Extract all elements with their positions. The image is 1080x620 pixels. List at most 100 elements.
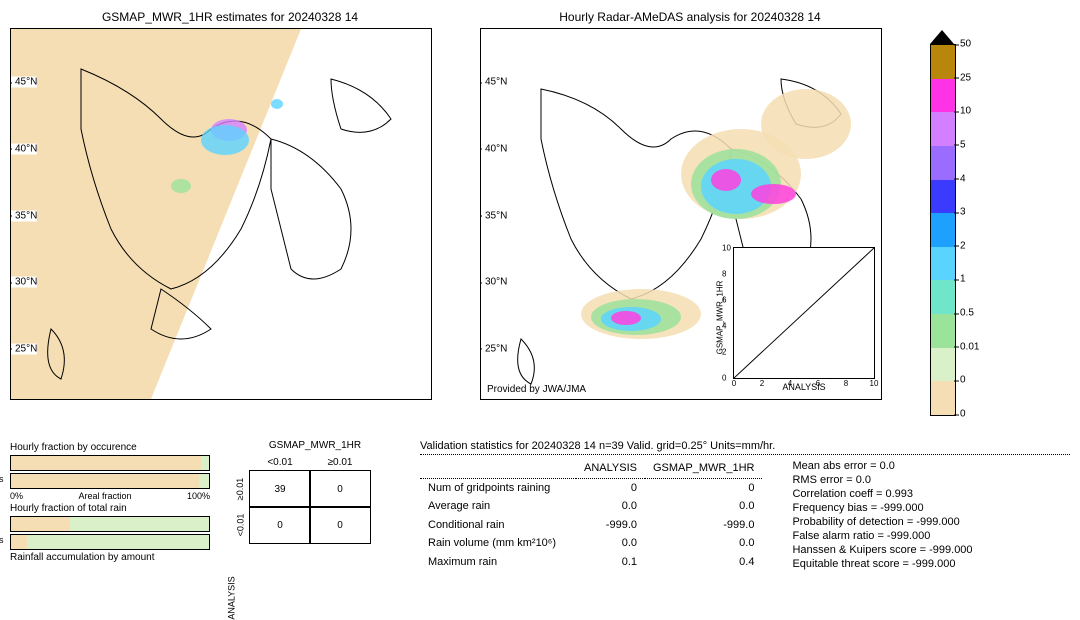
stats-metrics: Mean abs error = 0.0RMS error = 0.0Corre… — [792, 459, 972, 571]
rain-blob — [711, 169, 741, 191]
colorbar-tick: 2 — [960, 240, 966, 251]
hbar-title-3: Rainfall accumulation by amount — [10, 552, 210, 563]
stats-row-label: Conditional rain — [420, 516, 576, 534]
hbar: Est — [10, 516, 210, 532]
hbar-axis-100: 100% — [187, 491, 210, 501]
hbar: Est — [10, 455, 210, 471]
hbars-panel: Hourly fraction by occurence Est Obs 0% A… — [10, 440, 210, 565]
inset-tick: 2 — [722, 348, 726, 357]
ctg-cell: 39 — [249, 470, 311, 508]
rain-blob — [271, 99, 283, 109]
stats-cell: 0.4 — [645, 553, 762, 572]
colorbar-tick: 0 — [960, 375, 966, 386]
ctg-cell: 0 — [249, 506, 311, 544]
lat-tick: 30°N — [10, 277, 37, 288]
inset-scatter: ANALYSIS GSMAP_MWR_1HR 00224466881010 — [733, 247, 875, 379]
colorbar-segment — [931, 213, 955, 247]
colorbar-tick: 4 — [960, 173, 966, 184]
inset-tick: 2 — [760, 379, 764, 388]
ctg-cell: <0.01 — [235, 514, 245, 537]
stats-title: Validation statistics for 20240328 14 n=… — [420, 440, 1070, 455]
colorbar-tick: 1 — [960, 274, 966, 285]
metric-line: False alarm ratio = -999.000 — [792, 529, 972, 543]
stats-cell: 0 — [645, 478, 762, 497]
metric-line: Equitable threat score = -999.000 — [792, 557, 972, 571]
lat-tick: 25°N — [10, 343, 37, 354]
lat-tick: 35°N — [10, 210, 37, 221]
provided-by-label: Provided by JWA/JMA — [487, 384, 586, 395]
inset-tick: 6 — [722, 296, 726, 305]
inset-ylabel: GSMAP_MWR_1HR — [716, 281, 725, 355]
hbar-axis-mid: Areal fraction — [78, 491, 131, 501]
colorbar-tick: 25 — [960, 72, 971, 83]
bottom-row: Hourly fraction by occurence Est Obs 0% A… — [10, 440, 1070, 571]
colorbar-tick: 0 — [960, 409, 966, 420]
map-panel-left: GSMAP_MWR_1HR estimates for 20240328 14 … — [10, 10, 450, 410]
hbar: Obs — [10, 534, 210, 550]
map-title-left: GSMAP_MWR_1HR estimates for 20240328 14 — [10, 10, 450, 24]
inset-tick: 4 — [722, 322, 726, 331]
stats-cell: 0.0 — [576, 534, 645, 552]
stats-row-label: Rain volume (mm km²10⁶) — [420, 534, 576, 552]
hbar-title-1: Hourly fraction by occurence — [10, 442, 210, 453]
colorbar-arrow-icon — [930, 30, 954, 44]
stats-cell: -999.0 — [645, 516, 762, 534]
stats-row-label: Average rain — [420, 497, 576, 515]
colorbar-segment — [931, 247, 955, 281]
hbar-title-2: Hourly fraction of total rain — [10, 503, 210, 514]
lat-tick: 45°N — [480, 77, 507, 88]
colorbar-segment — [931, 45, 955, 79]
hbar-axis-0: 0% — [10, 491, 23, 501]
metric-line: Correlation coeff = 0.993 — [792, 487, 972, 501]
stats-cell: 0 — [576, 478, 645, 497]
ctg-cell: ≥0.01 — [328, 457, 353, 468]
map-panel-right: Hourly Radar-AMeDAS analysis for 2024032… — [480, 10, 900, 410]
map-box-right: Provided by JWA/JMA ANALYSIS GSMAP_MWR_1… — [480, 28, 882, 400]
stats-row-label: Num of gridpoints raining — [420, 478, 576, 497]
ctg-cell: <0.01 — [267, 457, 292, 468]
colorbar-tick: 50 — [960, 39, 971, 50]
hbar: Obs — [10, 473, 210, 489]
stats-table: ANALYSISGSMAP_MWR_1HRNum of gridpoints r… — [420, 459, 762, 571]
rain-blob — [201, 125, 249, 155]
ctg-cell: 0 — [309, 470, 371, 508]
stats-cell: 0.1 — [576, 553, 645, 572]
map-box-left: 45°N40°N35°N30°N25°N125°E130°E135°E140°E… — [10, 28, 432, 400]
rain-blob — [611, 311, 641, 325]
colorbar-segment — [931, 112, 955, 146]
lat-tick: 45°N — [10, 77, 37, 88]
colorbar-segment — [931, 280, 955, 314]
stats-th: ANALYSIS — [576, 459, 645, 478]
colorbar-segment — [931, 79, 955, 113]
stats-row-label: Maximum rain — [420, 553, 576, 572]
rain-blob — [751, 184, 796, 204]
top-row: GSMAP_MWR_1HR estimates for 20240328 14 … — [10, 10, 1070, 410]
hbar-label: Obs — [0, 535, 4, 545]
inset-tick: 8 — [844, 379, 848, 388]
rain-blob — [761, 89, 851, 159]
inset-tick: 10 — [870, 379, 879, 388]
ctg-cell: ≥0.01 — [235, 478, 245, 500]
lat-tick: 40°N — [10, 143, 37, 154]
inset-tick: 10 — [722, 244, 731, 253]
colorbar-segment — [931, 146, 955, 180]
ctg-cell: 0 — [309, 506, 371, 544]
colorbar-tick: 10 — [960, 106, 971, 117]
colorbar-tick: 3 — [960, 207, 966, 218]
stats-cell: 0.0 — [645, 497, 762, 515]
colorbar-tick: 0.01 — [960, 341, 979, 352]
metric-line: Frequency bias = -999.000 — [792, 501, 972, 515]
colorbar-tick: 0.5 — [960, 308, 974, 319]
lat-tick: 25°N — [480, 343, 507, 354]
metric-line: Hanssen & Kuipers score = -999.000 — [792, 543, 972, 557]
inset-tick: 8 — [722, 270, 726, 279]
lat-tick: 35°N — [480, 210, 507, 221]
colorbar: 502510543210.50.0100 — [930, 10, 1000, 410]
metric-line: RMS error = 0.0 — [792, 473, 972, 487]
contingency-header: GSMAP_MWR_1HR — [230, 440, 400, 451]
ctg-row-header: ANALYSIS — [227, 576, 237, 619]
coastline-svg-left — [11, 29, 431, 399]
stats-panel: Validation statistics for 20240328 14 n=… — [420, 440, 1070, 571]
lat-tick: 30°N — [480, 277, 507, 288]
rain-blob — [171, 179, 191, 193]
